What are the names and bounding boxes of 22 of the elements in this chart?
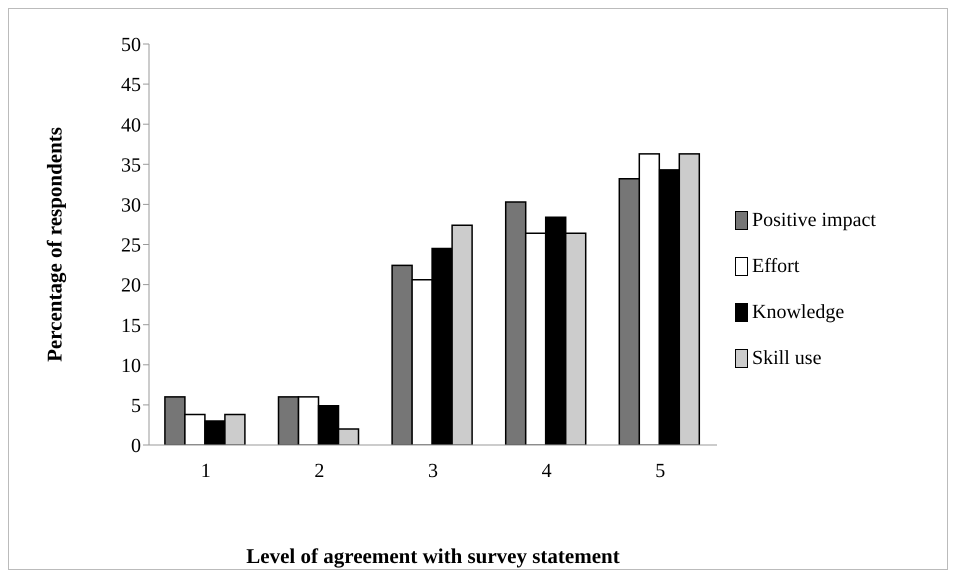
legend-label: Skill use — [752, 346, 822, 370]
y-tick-label: 30 — [121, 194, 141, 216]
y-tick-label: 40 — [121, 114, 141, 136]
y-tick-label: 5 — [131, 395, 141, 417]
y-tick-label: 25 — [121, 234, 141, 257]
y-tick-label: 35 — [121, 154, 141, 176]
y-tick-label: 50 — [121, 34, 141, 56]
x-tick-label: 3 — [428, 460, 438, 482]
x-tick-label: 5 — [655, 460, 666, 482]
y-axis-title: Percentage of respondents — [42, 127, 66, 362]
x-axis-title: Level of agreement with survey statement — [246, 544, 620, 568]
legend-label: Effort — [752, 254, 800, 278]
y-tick-label: 20 — [121, 274, 141, 297]
y-tick-label: 0 — [131, 435, 141, 458]
x-tick-label: 1 — [200, 460, 211, 482]
legend-label: Positive impact — [752, 208, 876, 232]
x-tick-label: 2 — [314, 460, 324, 482]
y-tick-label: 10 — [121, 354, 141, 377]
x-tick-label: 4 — [542, 460, 552, 482]
y-tick-label: 45 — [121, 74, 141, 96]
y-tick-label: 15 — [121, 314, 141, 337]
legend-label: Knowledge — [752, 300, 844, 324]
